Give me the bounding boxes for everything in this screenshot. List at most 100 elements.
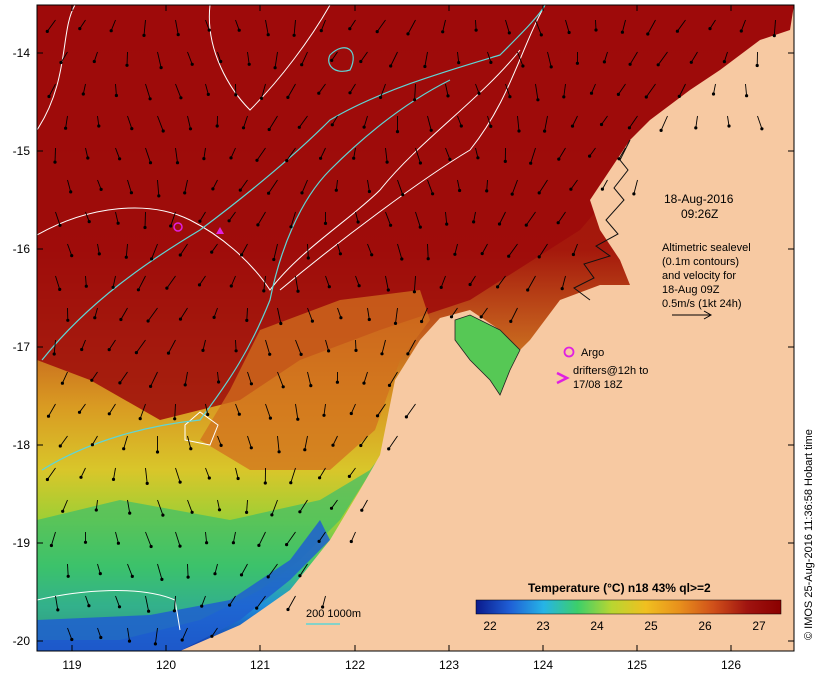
velocity-arrow-head (97, 252, 101, 256)
velocity-arrow-head (118, 381, 122, 385)
velocity-arrow (127, 627, 130, 642)
velocity-arrow (367, 307, 370, 320)
velocity-arrow (525, 211, 536, 226)
velocity-arrow (205, 403, 209, 415)
velocity-arrow (307, 243, 309, 259)
velocity-arrow (505, 83, 511, 97)
velocity-arrow-head (228, 603, 232, 607)
velocity-scale-arrow (672, 310, 713, 320)
velocity-arrow (112, 275, 116, 288)
velocity-arrow-head (157, 194, 161, 198)
velocity-arrow (115, 531, 119, 544)
velocity-arrow-head (510, 192, 514, 196)
velocity-arrow (325, 339, 330, 352)
velocity-arrow (247, 371, 252, 384)
velocity-arrow-head (125, 63, 129, 67)
y-tick-label: -17 (13, 340, 31, 354)
altimetry-line: and velocity for (662, 270, 736, 282)
velocity-arrow (424, 51, 428, 67)
velocity-arrow (299, 563, 308, 576)
x-tick-125: 125 (627, 5, 647, 672)
velocity-arrow-head (646, 32, 650, 36)
velocity-arrow-head (212, 315, 216, 319)
velocity-arrow (645, 83, 656, 98)
velocity-arrow (427, 115, 432, 131)
velocity-arrow (499, 211, 506, 225)
velocity-arrow-head (329, 506, 334, 510)
velocity-arrow-head (760, 127, 764, 131)
isobath-legend: 200 1000m (306, 608, 361, 625)
altimetry-line: 0.5m/s (1kt 24h) (662, 298, 741, 310)
velocity-arrow (175, 83, 182, 98)
velocity-arrow-head (300, 63, 304, 67)
velocity-arrow-head (90, 443, 94, 447)
velocity-arrow-head (245, 318, 249, 322)
velocity-arrow-head (480, 252, 484, 256)
velocity-arrow-head (241, 126, 246, 130)
y-tick-16: -16 (13, 242, 794, 256)
velocity-arrow-head (556, 221, 560, 225)
velocity-arrow (54, 147, 56, 163)
velocity-arrow (557, 211, 566, 223)
velocity-arrow (602, 179, 608, 190)
velocity-arrow-head (58, 444, 62, 448)
velocity-arrow-head (359, 443, 363, 448)
velocity-arrows (45, 19, 776, 646)
velocity-arrow-head (109, 29, 113, 33)
velocity-arrow (318, 83, 326, 94)
velocity-arrow-head (87, 604, 91, 608)
velocity-arrow (273, 243, 278, 260)
velocity-arrow-head (229, 284, 233, 288)
velocity-arrow-head (300, 191, 304, 195)
velocity-arrow-head (772, 34, 776, 38)
velocity-arrow-head (237, 412, 241, 416)
velocity-arrow-head (289, 225, 293, 229)
velocity-arrow-head (321, 605, 325, 609)
velocity-arrow (445, 147, 451, 160)
velocity-arrow (301, 179, 308, 194)
coldest-water-region (37, 520, 330, 651)
velocity-arrow-head (296, 417, 300, 421)
velocity-arrow (565, 19, 570, 33)
velocity-arrow-head (149, 544, 153, 549)
velocity-arrow-head (47, 94, 51, 99)
velocity-arrow-head (310, 319, 314, 323)
velocity-arrow (527, 275, 536, 291)
velocity-arrow (469, 275, 476, 285)
velocity-arrow (241, 563, 248, 576)
velocity-arrow-head (124, 255, 128, 259)
velocity-arrow (295, 403, 299, 420)
velocity-arrow-head (172, 609, 176, 613)
velocity-arrow-head (207, 476, 211, 480)
altimetry-line: 18-Aug 09Z (662, 284, 720, 296)
velocity-arrow-head (627, 126, 632, 130)
velocity-arrow (406, 403, 416, 418)
velocity-arrow (157, 115, 164, 132)
velocity-arrow (603, 51, 608, 63)
velocity-arrow (256, 147, 266, 161)
velocity-arrow-head (286, 607, 290, 612)
velocity-arrow (235, 339, 237, 351)
velocity-arrow-head (107, 348, 111, 352)
velocity-arrow (67, 179, 72, 193)
velocity-arrow (256, 595, 266, 609)
velocity-arrow (475, 147, 479, 158)
velocity-arrow-head (219, 443, 223, 447)
velocity-arrow (95, 499, 98, 511)
velocity-arrow (120, 307, 128, 320)
velocity-arrow-head (330, 58, 334, 63)
velocity-arrow-head (387, 447, 391, 451)
velocity-arrow (247, 51, 250, 65)
velocity-arrow (60, 51, 68, 63)
velocity-arrow (150, 371, 158, 387)
cooler-coastal-band (200, 290, 430, 470)
velocity-arrow (65, 115, 68, 129)
velocity-arrow-head (567, 30, 571, 35)
velocity-arrow (414, 83, 416, 100)
x-tick-label: 126 (721, 658, 741, 672)
velocity-arrow (199, 211, 206, 222)
velocity-arrow-head (446, 94, 450, 98)
velocity-arrow (287, 83, 296, 98)
velocity-arrow (487, 51, 492, 63)
velocity-arrow (349, 83, 356, 94)
